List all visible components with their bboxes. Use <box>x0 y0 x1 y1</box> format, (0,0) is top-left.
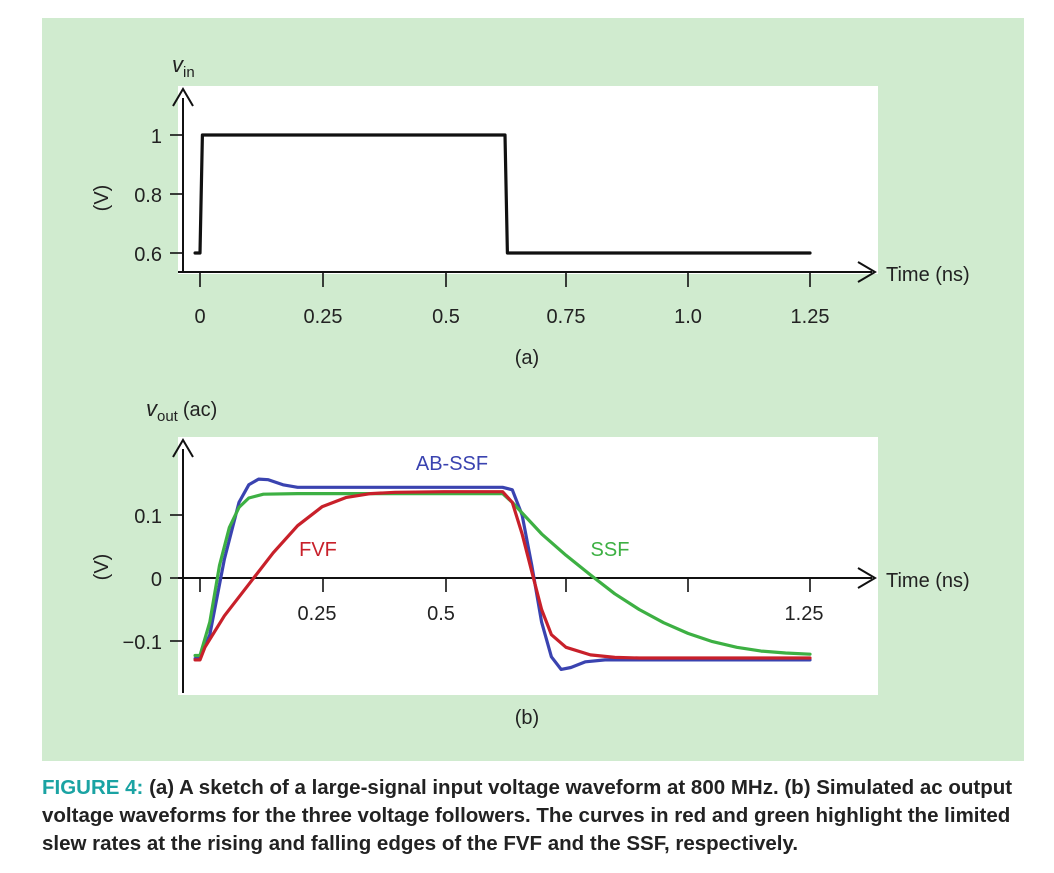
x-tick-label-a-4: 1.0 <box>674 306 702 328</box>
y-tick-label-a-0: 0.6 <box>134 244 162 266</box>
x-axis-arrow-b <box>857 567 877 589</box>
chart-b: 0.25 0.5 1.25 −0.1 0 0.1 vout (ac) (V) Ti… <box>91 396 970 729</box>
series-label-fvf: FVF <box>299 539 337 561</box>
y-tick-label-a-1: 0.8 <box>134 185 162 207</box>
caption-text: (a) A sketch of a large-signal input vol… <box>42 776 1013 855</box>
plot-area-b <box>178 437 878 695</box>
y-axis-title-b-sub: out <box>157 408 179 425</box>
caption-label: FIGURE 4: <box>42 776 144 799</box>
series-label-ssf: SSF <box>591 539 630 561</box>
x-tick-label-a-5: 1.25 <box>791 306 830 328</box>
y-axis-title-b-extra: (ac) <box>183 399 217 421</box>
chart-a: 0 0.25 0.5 0.75 1.0 1.25 0.6 0.8 1 vin (… <box>91 52 970 369</box>
y-axis-title-b-var: v <box>146 396 159 421</box>
y-tick-label-b-2: 0.1 <box>134 506 162 528</box>
y-unit-b: (V) <box>91 554 113 581</box>
x-tick-label-a-1: 0.25 <box>304 306 343 328</box>
x-tick-label-b-2: 1.25 <box>785 603 824 625</box>
y-tick-label-a-2: 1 <box>151 126 162 148</box>
series-label-ab-ssf: AB-SSF <box>416 453 488 475</box>
y-axis-arrow-b <box>172 438 194 458</box>
y-axis-title-b: vout (ac) <box>146 396 217 425</box>
series-line-b-ssf <box>193 492 812 658</box>
series-group-a <box>193 133 812 255</box>
x-tick-label-a-0: 0 <box>194 306 205 328</box>
plot-area-a <box>178 86 878 274</box>
panel-label-a: (a) <box>515 347 539 369</box>
figure-caption: FIGURE 4: (a) A sketch of a large-signal… <box>42 774 1017 858</box>
series-line-a-waveform-0 <box>193 133 812 255</box>
figure-svg: 0 0.25 0.5 0.75 1.0 1.25 0.6 0.8 1 vin (… <box>91 52 970 729</box>
x-axis-arrow-a <box>857 261 877 283</box>
y-unit-a: (V) <box>91 185 113 212</box>
x-tick-label-b-1: 0.5 <box>427 603 455 625</box>
y-axis-title-a: vin <box>172 52 195 81</box>
series-group-b <box>193 477 812 672</box>
y-axis-arrow-a <box>172 87 194 107</box>
panel-label-b: (b) <box>515 707 539 729</box>
x-tick-label-a-2: 0.5 <box>432 306 460 328</box>
x-tick-label-a-3: 0.75 <box>547 306 586 328</box>
y-axis-title-a-var: v <box>172 52 185 77</box>
series-line-b-fvf <box>193 490 812 662</box>
y-tick-label-b-1: 0 <box>151 569 162 591</box>
x-tick-label-b-0: 0.25 <box>298 603 337 625</box>
y-tick-label-b-0: −0.1 <box>123 632 162 654</box>
y-axis-title-a-sub: in <box>183 64 195 81</box>
x-axis-title-b: Time (ns) <box>886 570 970 592</box>
x-axis-title-a: Time (ns) <box>886 264 970 286</box>
